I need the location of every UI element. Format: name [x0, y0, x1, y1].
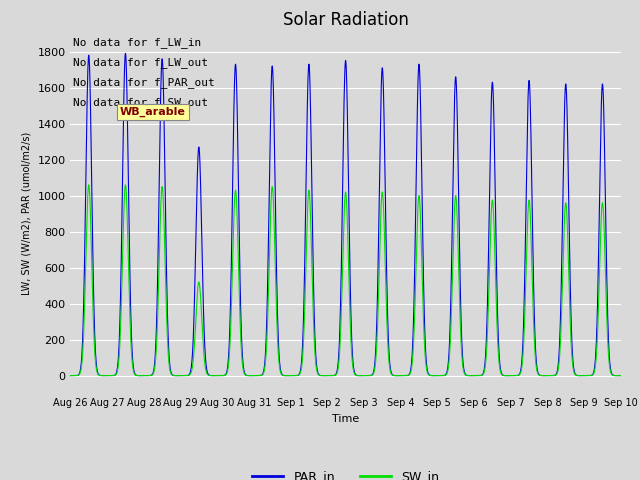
SW_in — [615, 372, 623, 378]
SW_in — [67, 372, 74, 378]
SW_in — [273, 308, 280, 313]
PAR_in — [179, 372, 186, 378]
PAR_in — [500, 372, 508, 378]
PAR_in — [184, 372, 192, 378]
PAR_in — [122, 50, 129, 56]
PAR_in — [617, 372, 625, 378]
SW_in — [179, 372, 186, 378]
SW_in — [85, 182, 93, 188]
Text: WB_arable: WB_arable — [120, 107, 186, 117]
X-axis label: Time: Time — [332, 414, 359, 424]
Text: No data for f_PAR_out: No data for f_PAR_out — [73, 77, 215, 88]
Text: No data for f_LW_out: No data for f_LW_out — [73, 57, 208, 68]
Y-axis label: LW, SW (W/m2), PAR (umol/m2/s): LW, SW (W/m2), PAR (umol/m2/s) — [22, 132, 32, 295]
PAR_in — [615, 372, 623, 378]
SW_in — [500, 372, 508, 378]
Line: PAR_in: PAR_in — [70, 53, 621, 375]
SW_in — [617, 372, 625, 378]
Title: Solar Radiation: Solar Radiation — [283, 11, 408, 29]
Text: No data for f_LW_in: No data for f_LW_in — [73, 37, 202, 48]
PAR_in — [273, 266, 280, 272]
Line: SW_in: SW_in — [70, 185, 621, 375]
PAR_in — [67, 372, 74, 378]
SW_in — [422, 358, 429, 364]
Text: No data for f_SW_out: No data for f_SW_out — [73, 96, 208, 108]
PAR_in — [422, 348, 429, 353]
SW_in — [184, 372, 192, 378]
Legend: PAR_in, SW_in: PAR_in, SW_in — [247, 465, 444, 480]
